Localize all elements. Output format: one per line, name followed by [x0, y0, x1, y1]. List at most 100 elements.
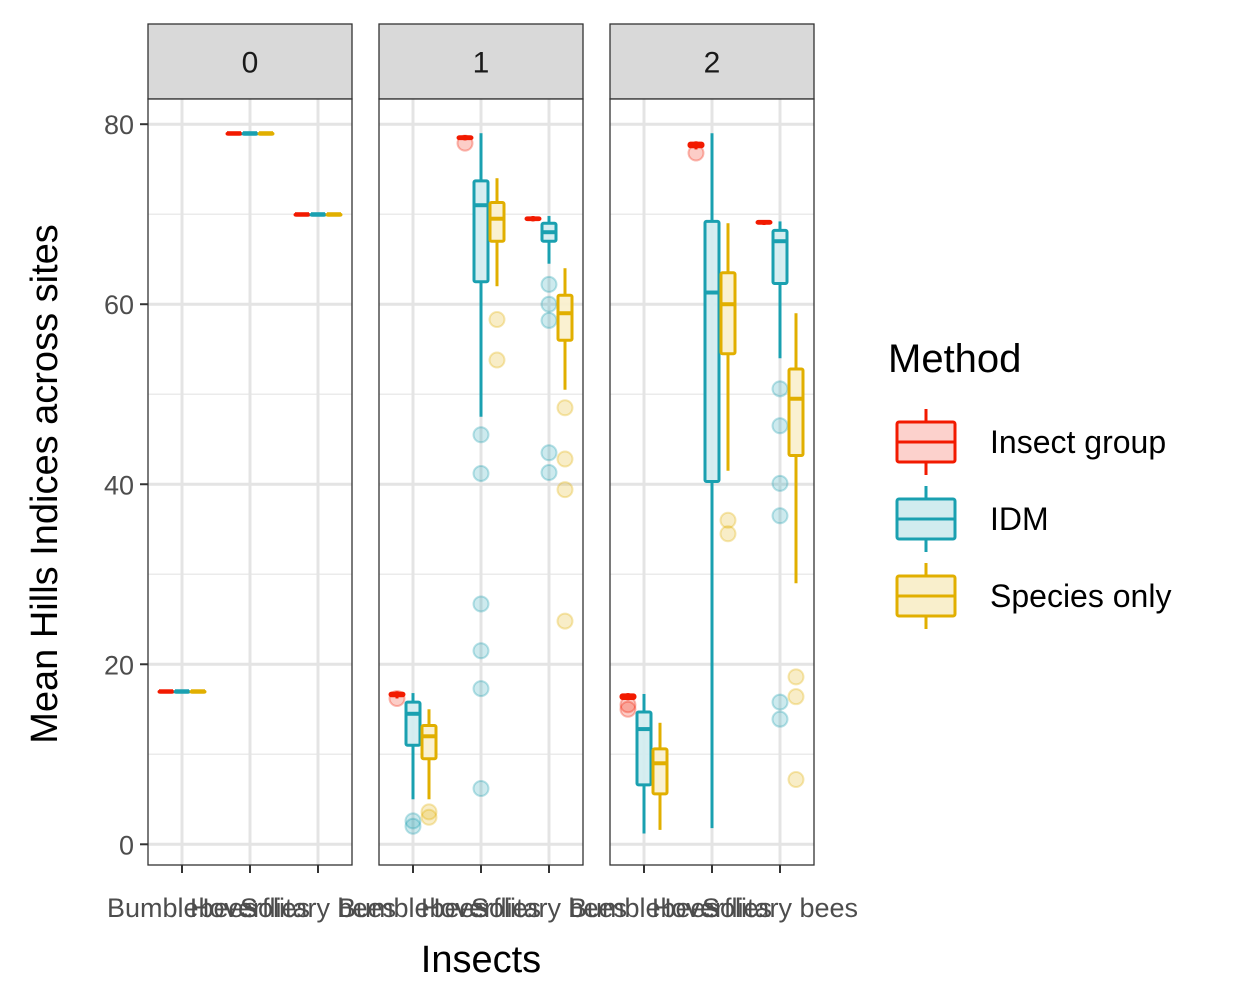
x-tick-label: Solitary bees [240, 893, 396, 923]
panel-0: 0 [147, 23, 353, 866]
legend-entry-species-only: Species only [895, 563, 1171, 629]
outlier-point [420, 803, 438, 821]
legend-label: IDM [990, 501, 1049, 537]
outlier-point [771, 710, 789, 728]
box-hoverflies-insect-group [687, 141, 705, 162]
box-iqr [420, 723, 438, 761]
strip-box [147, 23, 353, 100]
x-tick-label: Bumblebees [107, 893, 257, 923]
outlier-point [787, 770, 805, 788]
box-bumblebees-insect-group [157, 689, 175, 694]
x-tick-label: Hoverflies [421, 893, 541, 923]
box-iqr [488, 201, 506, 243]
outlier-point [556, 450, 574, 468]
outlier-point [472, 464, 490, 482]
outlier-point [787, 688, 805, 706]
box-hoverflies-species-only [719, 223, 737, 543]
outlier-point [472, 779, 490, 797]
legend-label: Insect group [990, 424, 1166, 460]
outlier-point [472, 642, 490, 660]
outlier-point [556, 399, 574, 417]
box-bumblebees-species-only [651, 722, 669, 830]
legend-entry-idm: IDM [895, 486, 1049, 552]
y-tick-label: 40 [104, 470, 134, 500]
legend-entry-insect-group: Insect group [895, 409, 1166, 475]
box-hoverflies-idm [472, 133, 490, 797]
outlier-point [771, 507, 789, 525]
box-bumblebees-insect-group [388, 689, 406, 707]
box-hoverflies-insect-group [225, 131, 243, 136]
box-bumblebees-idm [635, 693, 653, 834]
outlier-point [787, 668, 805, 686]
x-axis-title: Insects [421, 939, 541, 981]
x-tick-label: Bumblebees [569, 893, 719, 923]
legend-entries: Insect group IDM Species only [895, 409, 1171, 629]
box-bumblebees-idm [173, 689, 191, 694]
x-tick-label: Bumblebees [338, 893, 488, 923]
x-tick-label: Solitary bees [471, 893, 627, 923]
y-tick-label: 60 [104, 290, 134, 320]
box-solitary-bees-species-only [325, 212, 343, 217]
panel-2: 2 [609, 23, 815, 866]
panels-layer: 0 1 2 [147, 23, 815, 866]
box-solitary-bees-idm [771, 221, 789, 728]
box-hoverflies-insect-group [456, 134, 474, 152]
x-tick-label: Solitary bees [702, 893, 858, 923]
y-tick-label: 80 [104, 110, 134, 140]
outlier-point [619, 700, 637, 718]
strip-box [378, 23, 584, 100]
outlier-point [540, 464, 558, 482]
outlier-point [404, 812, 422, 830]
outlier-point [556, 481, 574, 499]
box-iqr [472, 179, 490, 284]
outlier-point [420, 808, 438, 826]
outlier-point [771, 417, 789, 435]
outlier-point [556, 612, 574, 630]
outlier-point [771, 693, 789, 711]
box-bumblebees-species-only [189, 689, 207, 694]
box-iqr [787, 367, 805, 457]
box-bumblebees-species-only [420, 709, 438, 826]
box-solitary-bees-insect-group [755, 219, 773, 226]
box-iqr [771, 228, 789, 286]
box-solitary-bees-idm [540, 216, 558, 482]
outlier-point [472, 680, 490, 698]
box-iqr [635, 710, 653, 787]
y-tick-label: 0 [119, 830, 134, 860]
box-iqr [719, 271, 737, 356]
x-tick-label: Hoverflies [190, 893, 310, 923]
outlier-point [771, 474, 789, 492]
box-hoverflies-species-only [257, 131, 275, 136]
box-solitary-bees-insect-group [293, 212, 311, 217]
box-hoverflies-species-only [488, 178, 506, 369]
box-iqr [651, 747, 669, 796]
outlier-point [488, 351, 506, 369]
outlier-point [719, 525, 737, 543]
strip-label: 0 [242, 47, 259, 80]
box-solitary-bees-species-only [787, 313, 805, 788]
box-hoverflies-idm [241, 131, 259, 136]
panel-1: 1 [378, 23, 584, 866]
strip-label: 1 [473, 47, 490, 80]
outlier-point [404, 817, 422, 835]
outlier-point [719, 511, 737, 529]
legend-title: Method [888, 337, 1021, 381]
box-iqr [404, 700, 422, 747]
box-hoverflies-idm [703, 133, 721, 829]
box-solitary-bees-idm [309, 212, 327, 217]
box-iqr [556, 293, 574, 342]
box-solitary-bees-insect-group [524, 216, 542, 222]
outlier-point [472, 595, 490, 613]
outlier-point [540, 311, 558, 329]
box-solitary-bees-species-only [556, 268, 574, 630]
y-axis-title: Mean Hills Indices across sites [24, 224, 66, 744]
y-tick-label: 20 [104, 650, 134, 680]
legend: Method Insect group IDM Species only [888, 337, 1171, 629]
outlier-point [472, 426, 490, 444]
strip-label: 2 [704, 47, 721, 80]
box-iqr [703, 219, 721, 484]
outlier-point [540, 295, 558, 313]
outlier-point [540, 275, 558, 293]
